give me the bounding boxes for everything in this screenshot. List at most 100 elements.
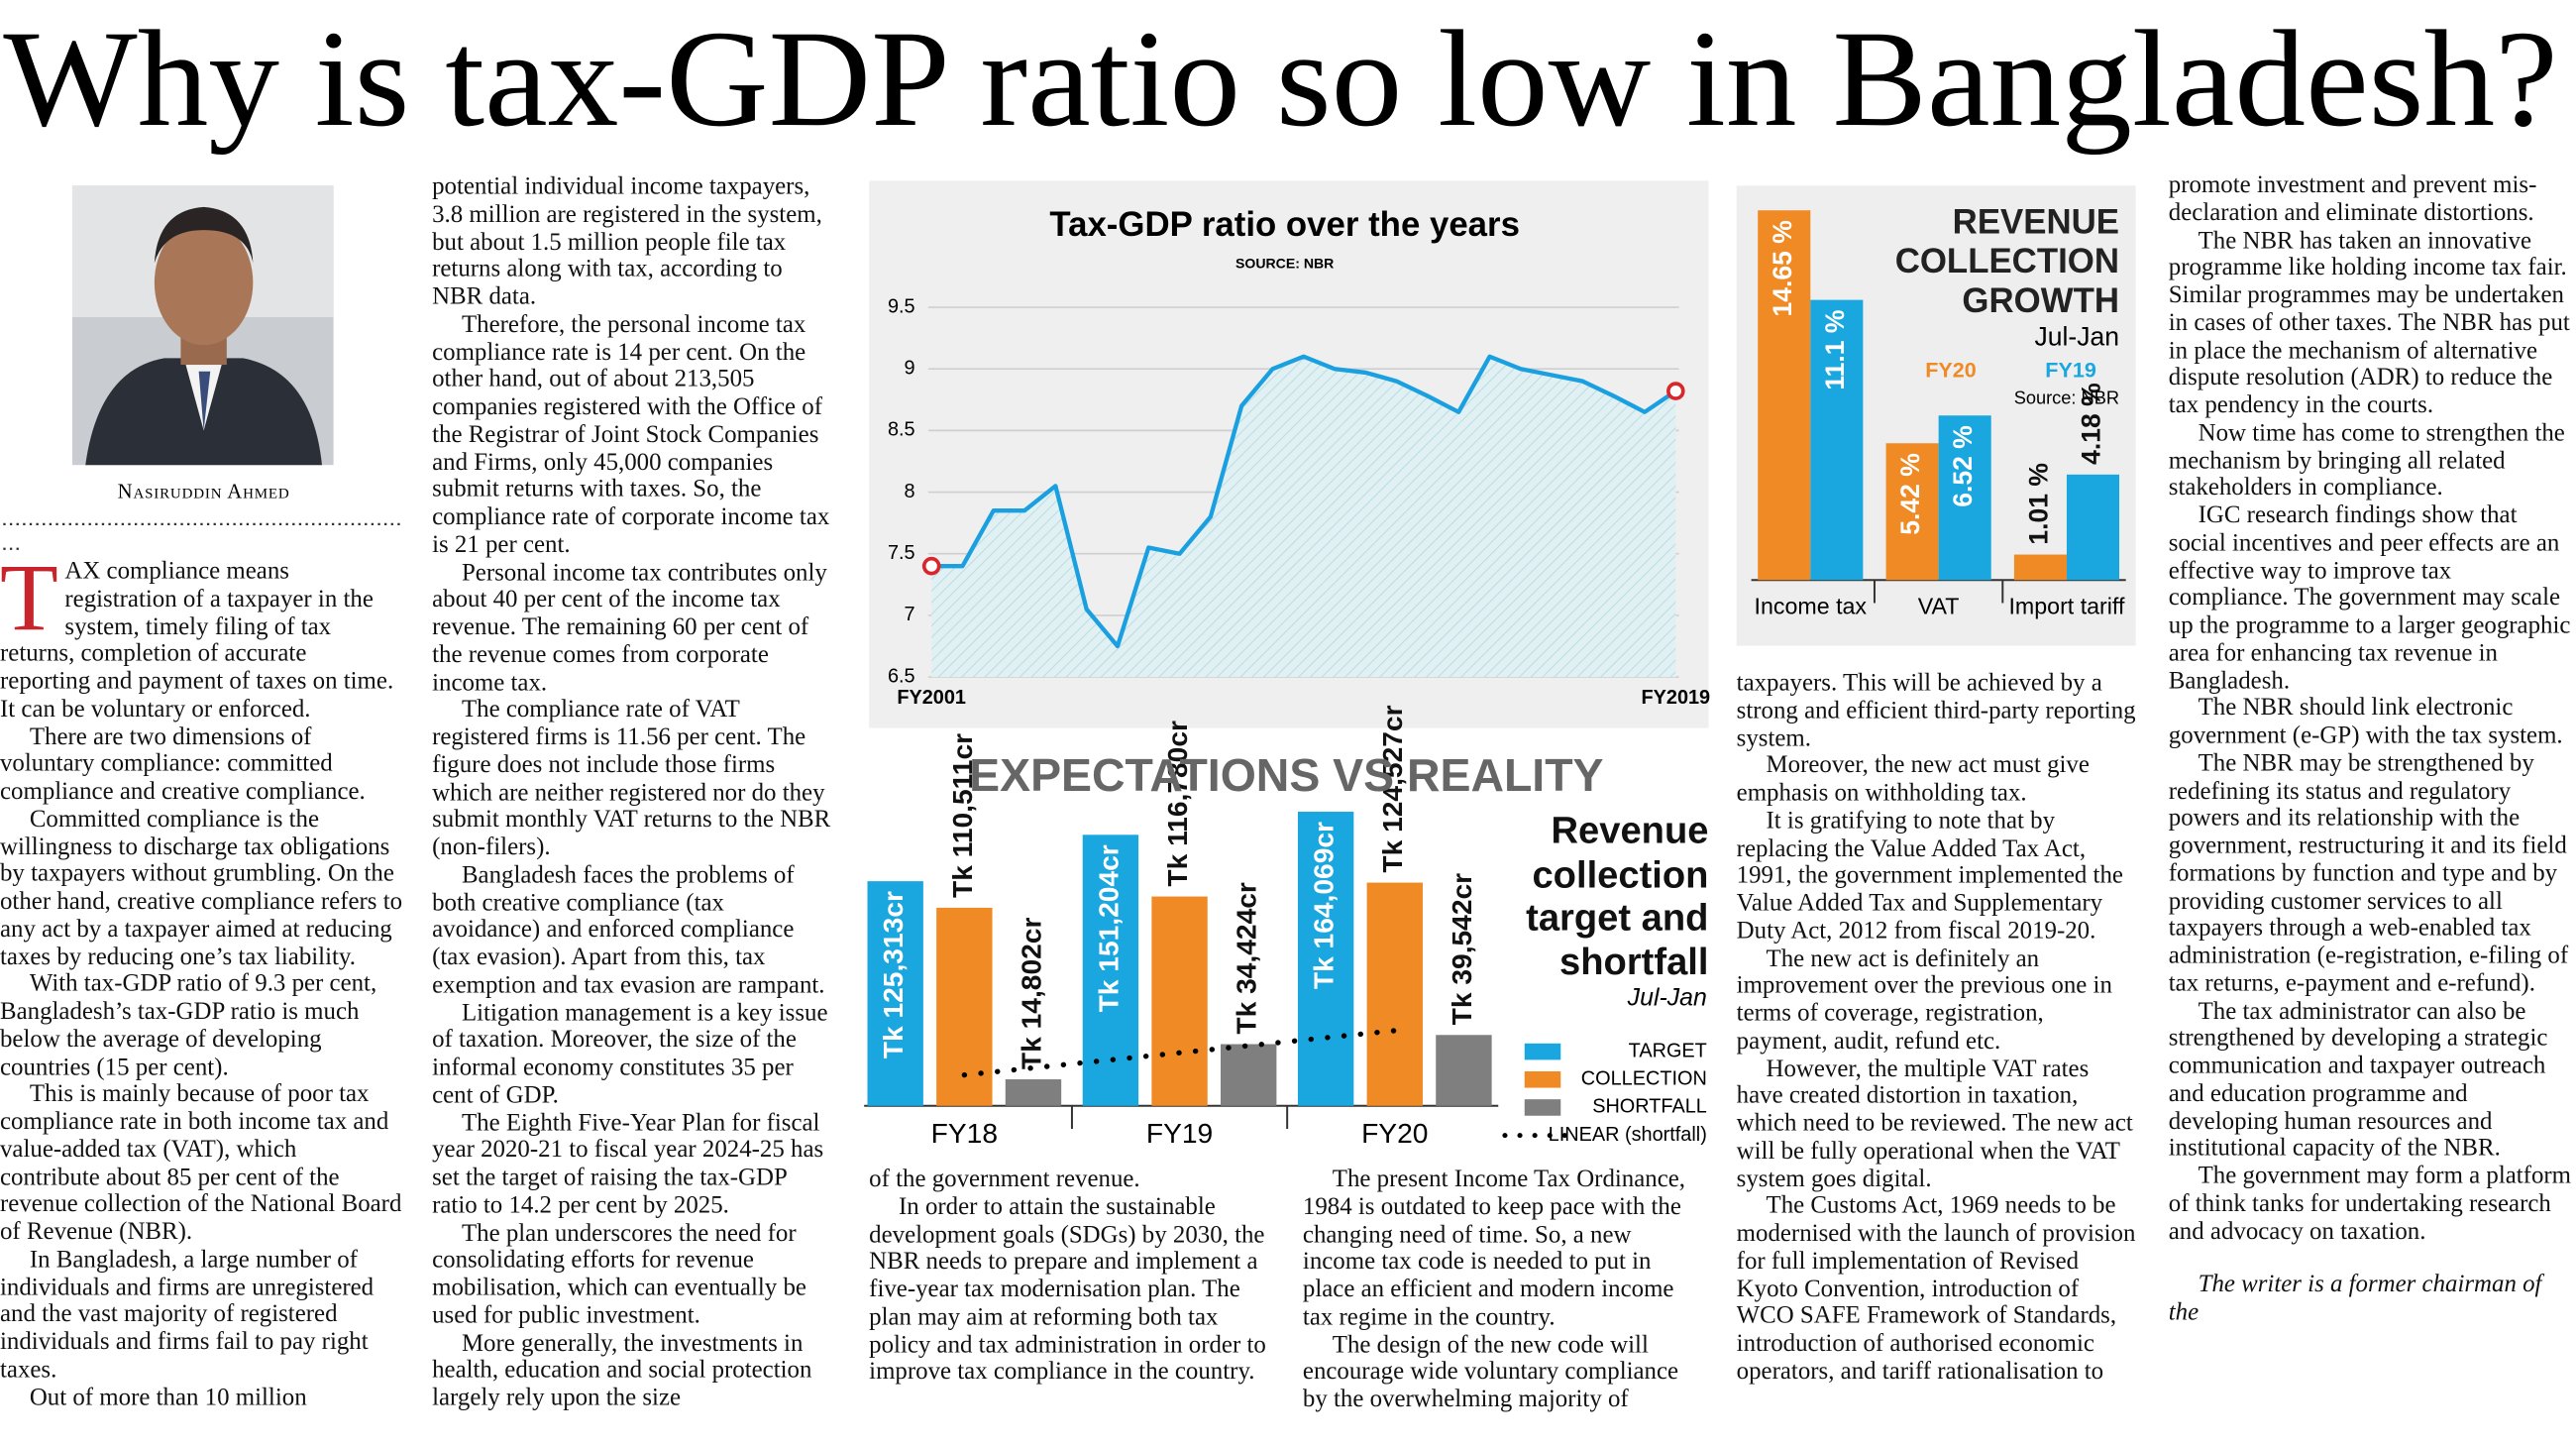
paragraph: The new act is definitely an improvement… [1736,945,2112,1055]
bar [1297,812,1354,1106]
legend-label: TARGET [1629,1040,1707,1061]
chart-subtitle: Jul-Jan [2035,322,2119,352]
paragraph: T AX compliance means registration of a t… [0,559,402,724]
x-tick-label: Income tax [1755,594,1868,619]
data-label: Tk 110,511cr [946,733,978,898]
paragraph: The government may form a platform of th… [2168,1163,2572,1245]
paragraph: More generally, the investments in healt… [432,1330,812,1412]
y-tick-label: 6.5 [888,665,915,687]
y-tick-label: 9 [905,357,915,379]
paragraph: Therefore, the personal income tax compl… [432,311,830,559]
chart-title: EXPECTATIONS VS REALITY [969,749,1603,801]
legend-swatch [1524,1099,1561,1116]
paragraph: Moreover, the new act must give emphasis… [1736,752,2090,808]
bar [1436,1035,1492,1106]
paragraph: The NBR should link electronic governmen… [2168,695,2563,750]
data-label: Tk 164,069cr [1308,822,1340,989]
paragraph: In Bangladesh, a large number of individ… [0,1246,375,1384]
paragraph: This is mainly because of poor tax compl… [0,1081,402,1246]
y-tick-label: 7.5 [888,542,915,564]
bar [1151,896,1208,1106]
data-label: 1.01 % [2023,463,2053,545]
chart-source: SOURCE: NBR [1235,256,1334,272]
article-column: taxpayers. This will be achieved by a st… [1737,670,2139,1446]
paragraph: potential individual income taxpayers, 3… [432,173,822,311]
data-label: Tk 39,542cr [1446,873,1477,1026]
paragraph: promote investment and prevent mis-decla… [2168,172,2537,227]
paragraph: Now time has come to strengthen the mech… [2168,420,2565,502]
x-tick-label: FY20 [1361,1117,1428,1149]
article-column: promote investment and prevent mis-decla… [2169,172,2576,1446]
bar [1366,882,1423,1106]
paragraph: IGC research findings show that social i… [2168,502,2571,695]
chart-source: Source: NBR [2014,388,2119,408]
legend-label: FY20 [1925,357,1977,382]
data-label: 11.1 % [1820,310,1850,390]
bar [2013,554,2067,581]
bar [1221,1044,1277,1106]
paragraph: Litigation management is a key issue of … [432,999,828,1109]
area-shading [931,356,1676,678]
chart-subtitle: Revenue collection target and shortfall [1526,808,1709,982]
paragraph: The compliance rate of VAT registered fi… [432,697,831,861]
y-tick-label: 9.5 [888,295,915,317]
legend-swatch [1524,1043,1561,1060]
chart-title: REVENUE COLLECTION GROWTH [1894,203,2120,321]
article-column: T AX compliance means registration of a t… [0,559,402,1446]
paragraph: The Customs Act, 1969 needs to be modern… [1736,1193,2136,1386]
article-column: of the government revenue. In order to at… [869,1167,1275,1446]
legend-label: FY19 [2045,357,2096,382]
bar [1885,443,1939,581]
data-label: Tk 124,527cr [1376,705,1408,872]
data-label: 6.52 % [1948,425,1978,507]
data-label: Tk 116,780cr [1161,721,1193,887]
paragraph: The writer is a former chairman of the [2168,1272,2542,1326]
paragraph: It is gratifying to note that by replaci… [1736,808,2123,945]
data-label: Tk 151,204cr [1092,844,1124,1012]
paragraph: In order to attain the sustainable devel… [869,1193,1266,1387]
y-tick-label: 8 [905,481,915,502]
paragraph: taxpayers. This will be achieved by a st… [1736,670,2136,752]
paragraph: With tax-GDP ratio of 9.3 per cent, Bang… [0,971,377,1081]
paragraph: There are two dimensions of voluntary co… [0,723,366,806]
y-tick-label: 7 [905,604,915,625]
paragraph-text: AX compliance means registration of a ta… [0,558,394,723]
data-label: 4.18 % [2076,383,2105,465]
bar [1810,299,1864,581]
author-photo [71,185,334,466]
x-tick-label: FY19 [1146,1117,1213,1149]
bar [1005,1079,1062,1106]
paragraph: The NBR has taken an innovative programm… [2168,227,2570,419]
article-column: The present Income Tax Ordinance, 1984 i… [1303,1167,1709,1446]
end-marker [1666,382,1685,400]
end-marker [921,556,941,576]
chart-note: Jul-Jan [1627,984,1707,1012]
x-tick-label: Import tariff [2009,594,2125,619]
drop-cap: T [0,558,58,651]
paragraph: The design of the new code will encourag… [1302,1331,1679,1413]
paragraph: The plan underscores the need for consol… [432,1220,806,1329]
y-tick-label: 8.5 [888,419,915,441]
bar [867,881,923,1106]
trend-line [961,1028,1398,1078]
legend-label: LINEAR (shortfall) [1549,1124,1707,1146]
bar [1758,210,1811,581]
chart-title: Tax-GDP ratio over the years [1049,205,1519,244]
legend-swatch [1524,1070,1561,1088]
data-label: 14.65 % [1768,220,1797,316]
article-column: potential individual income taxpayers, 3… [432,174,834,1446]
paragraph: The tax administrator can also be streng… [2168,998,2548,1163]
data-label: Tk 125,313cr [877,891,909,1058]
data-label: Tk 34,424cr [1231,882,1262,1035]
paragraph: of the government revenue. [869,1167,1140,1193]
paragraph: Personal income tax contributes only abo… [432,559,827,697]
bar [1938,415,1991,581]
line [931,354,1677,649]
legend-label: COLLECTION [1581,1068,1707,1090]
legend-label: SHORTFALL [1592,1096,1707,1118]
author-name: Nasiruddin Ahmed [118,481,290,502]
paragraph: The Eighth Five-Year Plan for fiscal yea… [432,1109,824,1219]
